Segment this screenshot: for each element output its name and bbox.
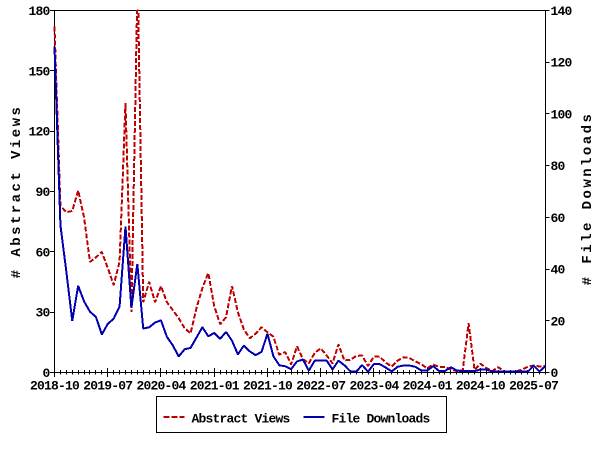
svg-text:120: 120 <box>28 125 50 140</box>
svg-text:2024-10: 2024-10 <box>456 379 506 394</box>
svg-text:File Downloads: File Downloads <box>332 412 431 427</box>
svg-text:140: 140 <box>551 4 573 19</box>
svg-text:2025-07: 2025-07 <box>509 379 558 394</box>
svg-text:0: 0 <box>551 366 559 381</box>
svg-text:20: 20 <box>551 314 566 329</box>
svg-text:80: 80 <box>551 159 566 174</box>
svg-text:90: 90 <box>35 185 50 200</box>
svg-text:2024-01: 2024-01 <box>403 379 453 394</box>
svg-text:2022-07: 2022-07 <box>296 379 345 394</box>
svg-text:# File Downloads: # File Downloads <box>580 112 596 286</box>
svg-text:60: 60 <box>35 245 50 260</box>
svg-text:2021-10: 2021-10 <box>243 379 293 394</box>
svg-text:# Abstract Views: # Abstract Views <box>9 105 25 279</box>
svg-text:2018-10: 2018-10 <box>30 379 80 394</box>
svg-text:Abstract Views: Abstract Views <box>192 412 291 427</box>
svg-text:2019-07: 2019-07 <box>83 379 132 394</box>
svg-text:2020-04: 2020-04 <box>136 379 186 394</box>
svg-text:120: 120 <box>551 56 573 71</box>
svg-text:100: 100 <box>551 107 573 122</box>
svg-text:60: 60 <box>551 211 566 226</box>
svg-text:0: 0 <box>42 366 50 381</box>
svg-text:40: 40 <box>551 263 566 278</box>
svg-text:2021-01: 2021-01 <box>190 379 240 394</box>
svg-text:180: 180 <box>28 4 50 19</box>
svg-text:30: 30 <box>35 306 50 321</box>
svg-text:2023-04: 2023-04 <box>349 379 399 394</box>
svg-text:150: 150 <box>28 64 50 79</box>
